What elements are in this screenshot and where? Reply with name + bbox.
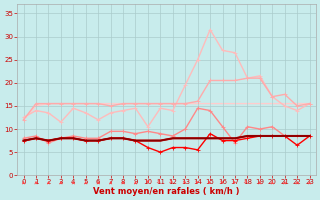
X-axis label: Vent moyen/en rafales ( km/h ): Vent moyen/en rafales ( km/h ) [93, 187, 240, 196]
